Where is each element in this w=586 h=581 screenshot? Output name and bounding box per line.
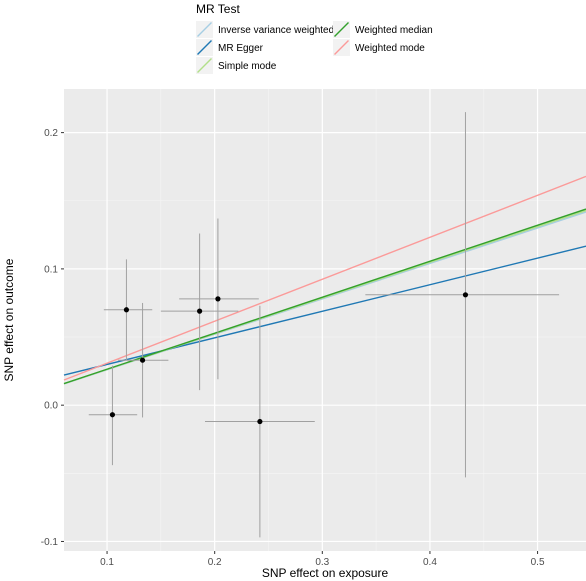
snp-point — [109, 412, 116, 418]
y-tick-label: 0.0 — [44, 401, 58, 412]
regression-line-weighted-median — [63, 208, 586, 385]
x-axis-ticks: 0.1 0.2 0.3 0.4 0.5 — [100, 551, 545, 568]
legend-swatch-weighted-mode — [334, 40, 349, 55]
legend-swatch-weighted-median — [334, 22, 349, 37]
y-tick-label: -0.1 — [41, 537, 59, 548]
legend-label-inverse-variance-weighted: Inverse variance weighted — [218, 25, 334, 36]
legend-swatch-simple-mode — [197, 58, 212, 73]
snp-point — [215, 296, 221, 302]
x-tick-label: 0.5 — [531, 557, 545, 568]
x-axis-title: SNP effect on exposure — [262, 566, 389, 580]
snp-point — [197, 308, 203, 314]
x-tick-label: 0.4 — [423, 557, 437, 568]
snp-point — [123, 307, 130, 313]
y-axis-title: SNP effect on outcome — [2, 258, 16, 381]
regression-lines — [63, 175, 586, 385]
regression-line-mr-egger — [63, 245, 586, 376]
legend-swatch-inverse-variance-weighted — [197, 22, 212, 37]
legend-label-mr-egger: MR Egger — [218, 43, 264, 54]
data-points — [109, 292, 469, 425]
snp-point — [139, 357, 146, 363]
y-axis-ticks: -0.1 0.0 0.1 0.2 — [41, 128, 64, 548]
legend-label-simple-mode: Simple mode — [218, 61, 277, 72]
legend-swatch-mr-egger — [197, 40, 212, 55]
snp-point — [257, 418, 263, 425]
legend-label-weighted-mode: Weighted mode — [355, 43, 425, 54]
grid-minor — [64, 89, 586, 551]
grid-major — [64, 89, 586, 551]
y-tick-label: 0.2 — [44, 128, 58, 139]
x-tick-label: 0.3 — [315, 557, 329, 568]
legend-title: MR Test — [196, 2, 240, 16]
x-tick-label: 0.1 — [100, 557, 114, 568]
legend-label-weighted-median: Weighted median — [355, 25, 433, 36]
regression-line-weighted-mode — [63, 175, 586, 381]
legend: MR Test Inverse variance weighted MR Egge… — [196, 2, 433, 74]
x-tick-label: 0.2 — [208, 557, 222, 568]
plot-panel — [64, 89, 586, 551]
y-tick-label: 0.1 — [44, 264, 58, 275]
snp-point — [462, 292, 469, 298]
